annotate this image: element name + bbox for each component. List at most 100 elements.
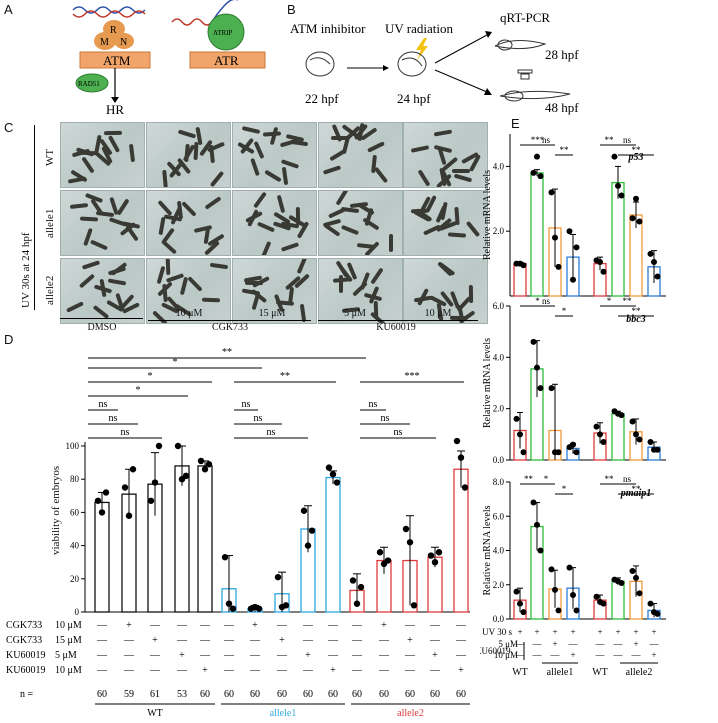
mrna-bar bbox=[611, 181, 625, 297]
e-sig-label: * bbox=[562, 306, 567, 316]
e-data-point bbox=[633, 574, 639, 581]
e-data-point bbox=[573, 607, 580, 614]
embryo-mark bbox=[241, 126, 261, 135]
e-data-point bbox=[566, 564, 573, 571]
e-data-point bbox=[537, 547, 544, 554]
treatment-mark: + bbox=[152, 635, 158, 646]
embryo-mark bbox=[296, 259, 308, 275]
embryo-mark bbox=[281, 166, 289, 186]
embryo-photo bbox=[403, 122, 488, 188]
data-point bbox=[94, 497, 102, 504]
embryo-mark bbox=[69, 202, 89, 209]
embryo-mark bbox=[388, 233, 393, 252]
sig-label: ns bbox=[267, 427, 276, 438]
embryo-mark bbox=[329, 148, 348, 162]
mrn-m-label: M bbox=[100, 37, 109, 48]
e-data-point bbox=[636, 436, 643, 443]
embryo-mark bbox=[440, 201, 449, 220]
e-data-point bbox=[629, 215, 636, 222]
e-data-point bbox=[573, 244, 580, 251]
embryo-mark bbox=[103, 130, 122, 136]
t28-label: 28 hpf bbox=[545, 47, 579, 62]
e-data-point bbox=[618, 412, 625, 419]
e-row-mark: — bbox=[550, 650, 561, 660]
row-label-wt: WT bbox=[44, 148, 56, 166]
panel-e-label: E bbox=[511, 116, 520, 131]
e-data-point bbox=[520, 262, 527, 269]
embryo-mark bbox=[107, 278, 126, 286]
data-point bbox=[329, 471, 337, 478]
y-tick-label: 60 bbox=[70, 507, 80, 517]
e-data-point bbox=[548, 566, 555, 573]
t22-label: 22 hpf bbox=[305, 91, 339, 106]
e-data-point bbox=[530, 338, 537, 345]
embryo-mark bbox=[296, 206, 301, 225]
treatment-mark: — bbox=[149, 620, 161, 631]
embryo-mark bbox=[454, 173, 473, 183]
n-value: 60 bbox=[379, 689, 389, 700]
n-label: n = bbox=[20, 689, 34, 700]
group-label: allele2 bbox=[397, 708, 424, 719]
e-data-point bbox=[615, 182, 621, 189]
e-data-point bbox=[654, 273, 661, 280]
treatment-mark: — bbox=[429, 665, 441, 676]
e-row-mark: — bbox=[613, 650, 624, 660]
embryo-mark bbox=[323, 165, 342, 175]
e-row-mark: + bbox=[651, 627, 656, 637]
e-data-point bbox=[548, 385, 555, 392]
viability-bar bbox=[453, 468, 469, 613]
embryo-mark bbox=[79, 216, 98, 222]
embryo-mark bbox=[373, 166, 389, 183]
data-point bbox=[461, 484, 469, 491]
e-data-point bbox=[570, 592, 576, 599]
treatment-mark: — bbox=[455, 650, 467, 661]
treatment-mark: — bbox=[223, 635, 235, 646]
e-ylabel: Relative mRNA levels bbox=[482, 505, 493, 595]
data-point bbox=[102, 489, 110, 496]
e-sig-label: ** bbox=[632, 306, 642, 316]
e-row-mark: — bbox=[595, 650, 606, 660]
embryo-photo bbox=[60, 190, 145, 256]
e-data-point bbox=[593, 593, 600, 600]
treatment-mark: — bbox=[96, 650, 108, 661]
treatment-mark: + bbox=[126, 620, 132, 631]
treatment-mark: — bbox=[96, 635, 108, 646]
e-row-mark: — bbox=[649, 639, 660, 649]
y-tick-label: 20 bbox=[70, 574, 80, 584]
viability-bar bbox=[197, 465, 213, 613]
embryo-mark bbox=[332, 277, 352, 283]
n-value: 53 bbox=[177, 689, 187, 700]
treatment-mark: — bbox=[302, 635, 314, 646]
data-point bbox=[353, 600, 361, 607]
e-sig-label: ns bbox=[623, 474, 632, 484]
treatment-mark: — bbox=[455, 635, 467, 646]
panel-b-workflow: ATM inhibitor UV radiation qRT-PCR 22 hp… bbox=[290, 10, 579, 115]
e-data-point bbox=[636, 218, 643, 225]
e-data-point bbox=[537, 173, 544, 180]
data-point bbox=[221, 554, 229, 561]
e-sig-label: * bbox=[544, 474, 549, 484]
data-point bbox=[201, 466, 209, 473]
e-data-point bbox=[548, 189, 555, 196]
e-sig-label: *** bbox=[531, 135, 545, 145]
e-y-tick-label: 0.0 bbox=[493, 455, 505, 465]
data-point bbox=[205, 461, 213, 468]
atm-inhibitor-label: ATM inhibitor bbox=[290, 21, 366, 36]
e-y-tick-label: 0.0 bbox=[493, 614, 505, 624]
e-data-point bbox=[629, 418, 636, 425]
embryo-mark bbox=[66, 301, 84, 314]
e-group-label: WT bbox=[592, 667, 608, 678]
e-data-point bbox=[633, 195, 639, 202]
e-row-mark: + bbox=[615, 627, 620, 637]
e-data-point bbox=[534, 153, 540, 160]
n-value: 60 bbox=[405, 689, 415, 700]
n-value: 61 bbox=[150, 689, 160, 700]
data-point bbox=[300, 507, 308, 514]
e-data-point bbox=[513, 588, 520, 595]
data-point bbox=[357, 583, 365, 591]
embryo-mark bbox=[177, 129, 196, 139]
viability-chart: 020406080100*****nsnsns**nsnsns***nsnsns… bbox=[6, 347, 470, 719]
panel-b-label: B bbox=[287, 2, 296, 17]
treatment-mark: — bbox=[149, 665, 161, 676]
